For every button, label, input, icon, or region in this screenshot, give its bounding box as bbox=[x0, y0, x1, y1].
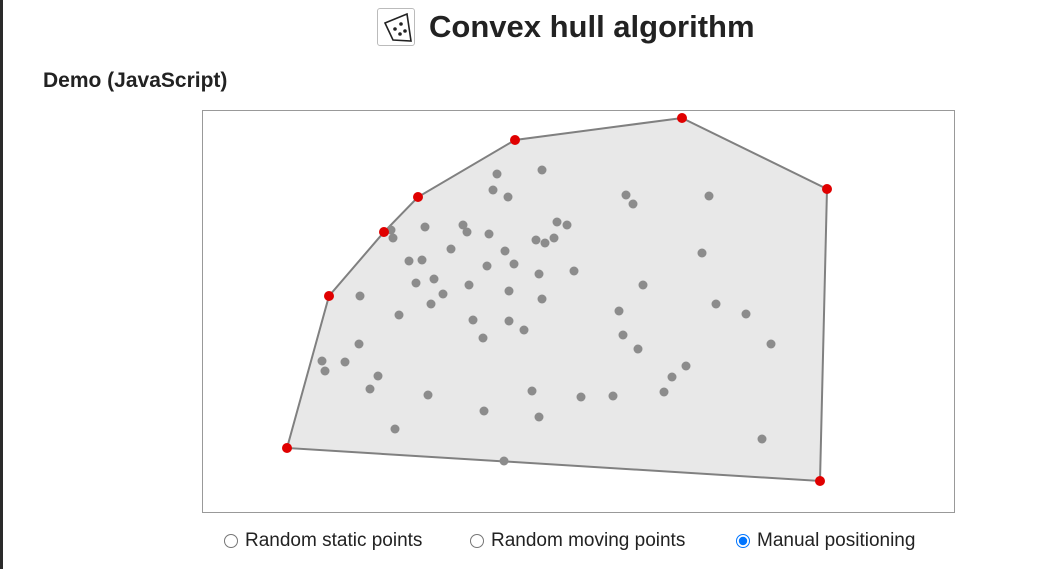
point[interactable] bbox=[633, 344, 643, 354]
point[interactable] bbox=[540, 238, 550, 248]
point[interactable] bbox=[482, 261, 492, 271]
hull-point[interactable] bbox=[510, 135, 520, 145]
demo-canvas[interactable] bbox=[202, 110, 955, 513]
mode-label-random-static: Random static points bbox=[245, 530, 423, 551]
point[interactable] bbox=[697, 248, 707, 258]
point[interactable] bbox=[537, 165, 547, 175]
point[interactable] bbox=[320, 366, 330, 376]
point[interactable] bbox=[462, 227, 472, 237]
hull-point[interactable] bbox=[822, 184, 832, 194]
window-edge bbox=[0, 0, 3, 569]
point[interactable] bbox=[492, 169, 502, 179]
point[interactable] bbox=[423, 390, 433, 400]
point[interactable] bbox=[618, 330, 628, 340]
point[interactable] bbox=[527, 386, 537, 396]
point[interactable] bbox=[534, 269, 544, 279]
point[interactable] bbox=[569, 266, 579, 276]
point[interactable] bbox=[659, 387, 669, 397]
point[interactable] bbox=[531, 235, 541, 245]
mode-radio-random-static[interactable] bbox=[224, 534, 238, 548]
hull-point[interactable] bbox=[379, 227, 389, 237]
point[interactable] bbox=[373, 371, 383, 381]
point[interactable] bbox=[458, 220, 468, 230]
point[interactable] bbox=[621, 190, 631, 200]
point[interactable] bbox=[614, 306, 624, 316]
point[interactable] bbox=[503, 192, 513, 202]
point[interactable] bbox=[464, 280, 474, 290]
point[interactable] bbox=[388, 233, 398, 243]
point[interactable] bbox=[500, 246, 510, 256]
point[interactable] bbox=[608, 391, 618, 401]
convex-hull-icon bbox=[377, 8, 415, 46]
mode-radio-manual[interactable] bbox=[736, 534, 750, 548]
hull-point[interactable] bbox=[324, 291, 334, 301]
hull-point[interactable] bbox=[677, 113, 687, 123]
convex-hull-polygon bbox=[285, 116, 829, 483]
point[interactable] bbox=[549, 233, 559, 243]
hull-drawing[interactable] bbox=[203, 111, 954, 512]
point[interactable] bbox=[429, 274, 439, 284]
point[interactable] bbox=[438, 289, 448, 299]
point[interactable] bbox=[504, 286, 514, 296]
point[interactable] bbox=[628, 199, 638, 209]
hull-points-layer bbox=[282, 113, 832, 486]
hull-point[interactable] bbox=[413, 192, 423, 202]
mode-radio-random-moving[interactable] bbox=[470, 534, 484, 548]
point[interactable] bbox=[420, 222, 430, 232]
point[interactable] bbox=[704, 191, 714, 201]
point[interactable] bbox=[355, 291, 365, 301]
point[interactable] bbox=[499, 456, 509, 466]
mode-label-random-moving: Random moving points bbox=[491, 530, 686, 551]
point[interactable] bbox=[478, 333, 488, 343]
section-heading: Demo (JavaScript) bbox=[43, 69, 228, 92]
point[interactable] bbox=[417, 255, 427, 265]
point[interactable] bbox=[340, 357, 350, 367]
point[interactable] bbox=[404, 256, 414, 266]
point[interactable] bbox=[411, 278, 421, 288]
mode-selector: Random static points Random moving point… bbox=[0, 528, 1048, 554]
mode-option-random-static[interactable]: Random static points bbox=[224, 528, 422, 554]
point[interactable] bbox=[757, 434, 767, 444]
point[interactable] bbox=[711, 299, 721, 309]
hull-point[interactable] bbox=[282, 443, 292, 453]
point[interactable] bbox=[484, 229, 494, 239]
point[interactable] bbox=[365, 384, 375, 394]
mode-option-random-moving[interactable]: Random moving points bbox=[470, 528, 685, 554]
points-layer bbox=[317, 165, 776, 466]
page-title: Convex hull algorithm bbox=[429, 9, 755, 44]
point[interactable] bbox=[667, 372, 677, 382]
point[interactable] bbox=[552, 217, 562, 227]
point[interactable] bbox=[479, 406, 489, 416]
point[interactable] bbox=[576, 392, 586, 402]
point[interactable] bbox=[741, 309, 751, 319]
page-header: Convex hull algorithm bbox=[0, 5, 1048, 49]
point[interactable] bbox=[509, 259, 519, 269]
mode-option-manual[interactable]: Manual positioning bbox=[736, 528, 915, 554]
point[interactable] bbox=[390, 424, 400, 434]
point[interactable] bbox=[426, 299, 436, 309]
point[interactable] bbox=[446, 244, 456, 254]
point[interactable] bbox=[504, 316, 514, 326]
point[interactable] bbox=[488, 185, 498, 195]
point[interactable] bbox=[638, 280, 648, 290]
hull-point[interactable] bbox=[815, 476, 825, 486]
mode-label-manual: Manual positioning bbox=[757, 530, 916, 551]
point[interactable] bbox=[681, 361, 691, 371]
point[interactable] bbox=[317, 356, 327, 366]
point[interactable] bbox=[519, 325, 529, 335]
point[interactable] bbox=[537, 294, 547, 304]
point[interactable] bbox=[394, 310, 404, 320]
point[interactable] bbox=[534, 412, 544, 422]
point[interactable] bbox=[766, 339, 776, 349]
point[interactable] bbox=[562, 220, 572, 230]
point[interactable] bbox=[354, 339, 364, 349]
point[interactable] bbox=[468, 315, 478, 325]
